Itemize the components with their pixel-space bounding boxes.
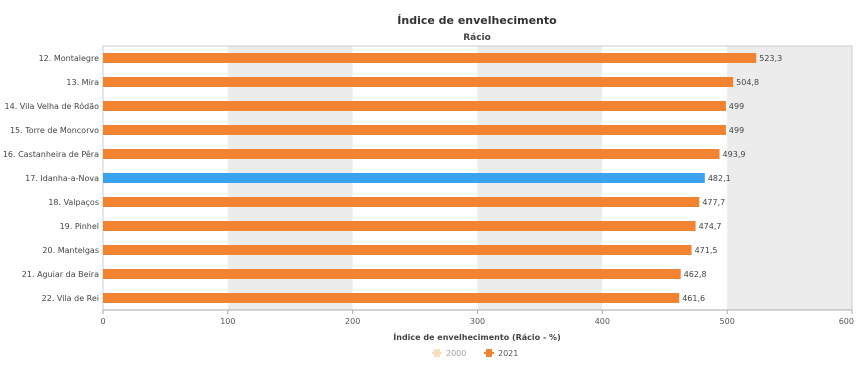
value-label: 461,6 — [682, 294, 705, 303]
bar[interactable] — [103, 197, 700, 207]
grid-band — [727, 46, 852, 310]
bar[interactable] — [103, 125, 726, 135]
legend-swatch-icon — [486, 349, 492, 357]
value-labels: 523,3 504,8 499 499 493,9 482,1 477,7 474,7 471,… — [682, 54, 782, 303]
x-tick-label: 600 — [839, 317, 854, 326]
bar[interactable] — [103, 77, 734, 87]
category-label: 15. Torre de Moncorvo — [10, 126, 99, 135]
category-label: 18. Valpaços — [48, 198, 99, 207]
x-tick-label: 400 — [595, 317, 610, 326]
bar[interactable] — [103, 245, 692, 255]
bar[interactable] — [103, 221, 696, 231]
x-tick-label: 500 — [720, 317, 735, 326]
x-axis-title: Índice de envelhecimento (Rácio - %) — [393, 331, 560, 342]
value-label: 523,3 — [759, 54, 782, 63]
chart-title: Índice de envelhecimento — [397, 14, 557, 27]
bars-group — [103, 53, 757, 303]
legend-item[interactable]: 2000 — [432, 349, 466, 358]
bar[interactable] — [103, 173, 705, 183]
category-label: 16. Castanheira de Pêra — [3, 149, 99, 159]
legend-label: 2000 — [446, 349, 466, 358]
value-label: 499 — [729, 102, 744, 111]
legend-item[interactable]: 2021 — [484, 349, 518, 358]
category-label: 21. Aguiar da Beira — [22, 270, 99, 279]
category-label: 17. Idanha-a-Nova — [25, 174, 99, 183]
value-label: 499 — [729, 126, 744, 135]
category-label: 12. Montalegre — [39, 54, 100, 63]
category-label: 13. Mira — [66, 78, 99, 87]
bar[interactable] — [103, 53, 757, 63]
category-label: 22. Vila de Rei — [42, 294, 99, 303]
legend[interactable]: 2000 2021 — [432, 349, 518, 358]
value-label: 482,1 — [708, 174, 731, 183]
value-label: 477,7 — [702, 198, 725, 207]
value-label: 471,5 — [695, 246, 718, 255]
legend-label: 2021 — [498, 349, 518, 358]
chart-subtitle: Rácio — [463, 33, 491, 43]
category-label: 19. Pinhel — [60, 222, 99, 231]
value-label: 493,9 — [723, 150, 746, 159]
x-tick-label: 200 — [345, 317, 360, 326]
category-label: 14. Vila Velha de Ródão — [5, 101, 100, 111]
bar[interactable] — [103, 293, 680, 303]
value-label: 474,7 — [699, 222, 722, 231]
legend-swatch-icon — [434, 349, 440, 357]
x-axis-ticks: 0 100 200 300 400 500 600 — [100, 309, 854, 326]
bar[interactable] — [103, 101, 726, 111]
x-tick-label: 100 — [220, 317, 235, 326]
x-tick-label: 300 — [470, 317, 485, 326]
category-labels: 12. Montalegre 13. Mira 14. Vila Velha de … — [3, 54, 99, 303]
x-tick-label: 0 — [100, 317, 105, 326]
category-label: 20. Mantelgas — [42, 246, 99, 255]
bar[interactable] — [103, 149, 720, 159]
value-label: 462,8 — [684, 270, 707, 279]
value-label: 504,8 — [736, 78, 759, 87]
bar[interactable] — [103, 269, 681, 279]
